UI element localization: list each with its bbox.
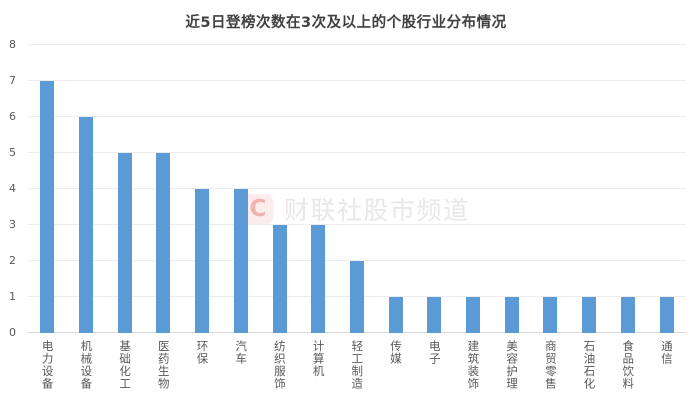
bar	[233, 189, 248, 333]
x-axis-label: 计算机	[311, 340, 326, 378]
x-label-slot: 基础化工	[105, 340, 144, 390]
x-axis-label: 石油石化	[582, 340, 597, 390]
y-tick-label: 8	[9, 38, 16, 51]
bar	[388, 297, 403, 333]
bar	[117, 153, 132, 333]
y-tick-label: 0	[9, 326, 16, 339]
x-label-slot: 商贸零售	[531, 340, 570, 390]
x-label-slot: 建筑装饰	[454, 340, 493, 390]
gridline	[28, 44, 686, 45]
bar	[311, 225, 326, 333]
x-label-slot: 医药生物	[144, 340, 183, 390]
bar-slot	[28, 45, 67, 333]
x-label-slot: 食品饮料	[609, 340, 648, 390]
x-axis-label: 电子	[427, 340, 442, 365]
bar	[543, 297, 558, 333]
bar-slot	[376, 45, 415, 333]
bar-slot	[183, 45, 222, 333]
bar	[272, 225, 287, 333]
gridline	[28, 188, 686, 189]
x-label-slot: 通信	[647, 340, 686, 365]
bar-slot	[222, 45, 261, 333]
bar-slot	[531, 45, 570, 333]
bar	[620, 297, 635, 333]
plot-area	[28, 44, 686, 333]
x-axis-label: 医药生物	[156, 340, 171, 390]
bar-slot	[299, 45, 338, 333]
bar	[349, 261, 364, 333]
gridline	[28, 224, 686, 225]
bar	[466, 297, 481, 333]
bar	[582, 297, 597, 333]
bar-slot	[67, 45, 106, 333]
x-label-slot: 纺织服饰	[260, 340, 299, 390]
gridline	[28, 116, 686, 117]
bar-slot	[647, 45, 686, 333]
x-label-slot: 电力设备	[28, 340, 67, 390]
x-label-slot: 机械设备	[67, 340, 106, 390]
bar	[79, 117, 94, 333]
x-axis-label: 纺织服饰	[272, 340, 287, 390]
y-tick-label: 2	[9, 254, 16, 267]
bar	[504, 297, 519, 333]
chart-title: 近5日登榜次数在3次及以上的个股行业分布情况	[185, 15, 507, 31]
y-tick-label: 4	[9, 182, 16, 195]
bar	[659, 297, 674, 333]
x-label-slot: 电子	[415, 340, 454, 365]
y-tick-label: 7	[9, 74, 16, 87]
x-label-slot: 传媒	[376, 340, 415, 365]
x-label-slot: 轻工制造	[338, 340, 377, 390]
x-axis-label: 汽车	[234, 340, 249, 365]
bar	[427, 297, 442, 333]
x-axis-label: 商贸零售	[543, 340, 558, 390]
x-axis-label: 环保	[195, 340, 210, 365]
bar-slot	[454, 45, 493, 333]
gridline	[28, 260, 686, 261]
x-axis-label: 美容护理	[505, 340, 520, 390]
x-axis-label: 机械设备	[79, 340, 94, 390]
bar-slot	[415, 45, 454, 333]
x-axis-labels: 电力设备 机械设备 基础化工 医药生物 环保 汽车 纺织服饰 计算机 轻工制造 传媒 电子 建筑装饰 美…	[28, 340, 686, 390]
x-label-slot: 计算机	[299, 340, 338, 378]
bar-slot	[338, 45, 377, 333]
x-axis-label: 食品饮料	[621, 340, 636, 390]
bar-slot	[609, 45, 648, 333]
bar	[156, 153, 171, 333]
gridline	[28, 152, 686, 153]
bar	[40, 81, 55, 333]
bar-slot	[260, 45, 299, 333]
y-tick-label: 5	[9, 146, 16, 159]
y-tick-label: 6	[9, 110, 16, 123]
y-axis: 0 1 2 3 4 5 6 7 8	[0, 38, 22, 339]
x-label-slot: 美容护理	[492, 340, 531, 390]
x-label-slot: 石油石化	[570, 340, 609, 390]
x-axis-label: 电力设备	[40, 340, 55, 390]
y-tick-label: 1	[9, 290, 16, 303]
x-axis-label: 基础化工	[118, 340, 133, 390]
gridline	[28, 80, 686, 81]
bar-slot	[144, 45, 183, 333]
bar	[195, 189, 210, 333]
x-axis-label: 轻工制造	[350, 340, 365, 390]
bar-slot	[105, 45, 144, 333]
y-tick-label: 3	[9, 218, 16, 231]
x-axis-label: 传媒	[389, 340, 403, 365]
x-label-slot: 环保	[183, 340, 222, 365]
x-label-slot: 汽车	[222, 340, 261, 365]
x-axis-label: 建筑装饰	[466, 340, 481, 390]
bar-slot	[570, 45, 609, 333]
bar-series	[28, 45, 686, 333]
x-axis-label: 通信	[659, 340, 674, 365]
bar-slot	[492, 45, 531, 333]
